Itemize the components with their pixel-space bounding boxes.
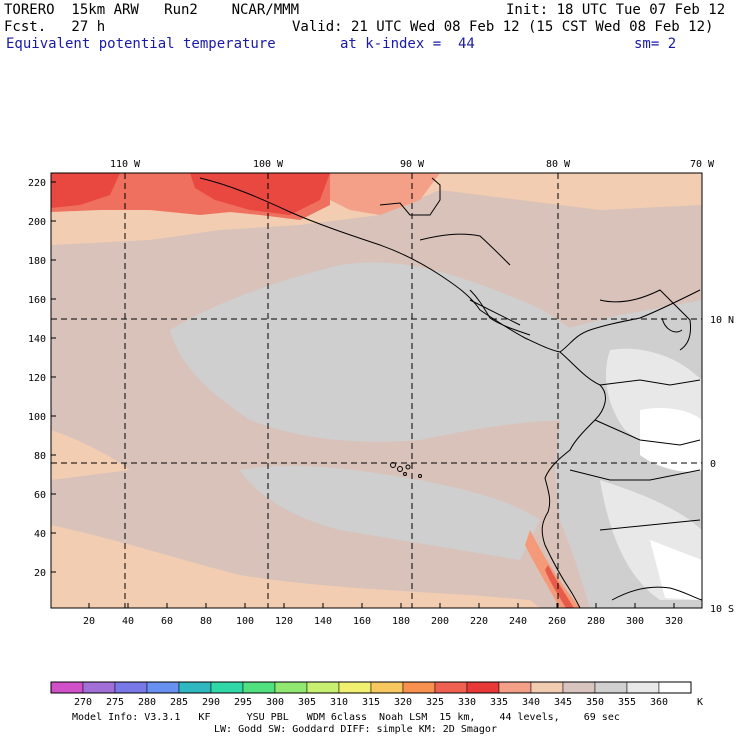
y-tick-label: 120 bbox=[28, 373, 46, 384]
colorbar-swatch bbox=[530, 681, 564, 694]
model-info: Model Info: V3.3.1 KF YSU PBL WDM 6class… bbox=[72, 712, 620, 723]
colorbar-swatch bbox=[146, 681, 180, 694]
map-frame bbox=[50, 172, 703, 609]
x-tick-label: 100 bbox=[236, 616, 254, 627]
colorbar-label: 355 bbox=[618, 697, 636, 708]
y-tick-label: 100 bbox=[28, 412, 46, 423]
colorbar-labels: 270 275 280 285 290 295 300 305 310 315 … bbox=[74, 697, 703, 708]
colorbar-swatch bbox=[306, 681, 340, 694]
init-time: Init: 18 UTC Tue 07 Feb 12 bbox=[506, 2, 726, 18]
lon-label-100w: 100 W bbox=[253, 159, 284, 170]
colorbar-label: 310 bbox=[330, 697, 348, 708]
colorbar-swatch bbox=[626, 681, 660, 694]
level-index: at k-index = 44 bbox=[340, 36, 475, 52]
lon-label-80w: 80 W bbox=[546, 159, 571, 170]
y-tick-label: 140 bbox=[28, 334, 46, 345]
x-tick-label: 140 bbox=[314, 616, 332, 627]
x-tick-label: 280 bbox=[587, 616, 605, 627]
colorbar-label: 285 bbox=[170, 697, 188, 708]
colorbar-label: 305 bbox=[298, 697, 316, 708]
latitude-labels: 10 N 0 10 S bbox=[710, 315, 734, 615]
colorbar-swatch bbox=[370, 681, 404, 694]
colorbar-label: 295 bbox=[234, 697, 252, 708]
y-tick-label: 220 bbox=[28, 178, 46, 189]
colorbar-label: 345 bbox=[554, 697, 572, 708]
y-tick-label: 20 bbox=[34, 568, 46, 579]
colorbar-label: 320 bbox=[394, 697, 412, 708]
colorbar-swatch bbox=[50, 681, 84, 694]
colorbar-label: 360 bbox=[650, 697, 668, 708]
x-axis-ticks bbox=[88, 603, 675, 608]
coastlines bbox=[199, 177, 702, 608]
x-tick-label: 180 bbox=[392, 616, 410, 627]
valid-time: Valid: 21 UTC Wed 08 Feb 12 (15 CST Wed … bbox=[292, 19, 714, 35]
colorbar bbox=[50, 681, 692, 694]
colorbar-swatch bbox=[658, 681, 692, 694]
y-tick-label: 180 bbox=[28, 256, 46, 267]
colorbar-label: 270 bbox=[74, 697, 92, 708]
x-tick-label: 60 bbox=[161, 616, 173, 627]
colorbar-swatch bbox=[114, 681, 148, 694]
colorbar-swatch bbox=[466, 681, 500, 694]
lat-lon-grid bbox=[51, 173, 702, 608]
lat-label-0: 0 bbox=[710, 459, 716, 470]
x-tick-label: 300 bbox=[626, 616, 644, 627]
colorbar-label: 280 bbox=[138, 697, 156, 708]
y-tick-label: 80 bbox=[34, 451, 46, 462]
colorbar-swatch bbox=[210, 681, 244, 694]
x-tick-label: 260 bbox=[548, 616, 566, 627]
y-axis-labels: 20 40 60 80 100 120 140 160 180 200 220 bbox=[28, 178, 46, 579]
x-tick-label: 200 bbox=[431, 616, 449, 627]
colorbar-frame bbox=[50, 681, 692, 694]
colorbar-unit: K bbox=[697, 697, 703, 708]
lon-label-90w: 90 W bbox=[400, 159, 425, 170]
colorbar-swatch bbox=[82, 681, 116, 694]
x-tick-label: 120 bbox=[275, 616, 293, 627]
y-tick-label: 40 bbox=[34, 529, 46, 540]
y-tick-label: 160 bbox=[28, 295, 46, 306]
colorbar-swatch bbox=[178, 681, 212, 694]
colorbar-label: 330 bbox=[458, 697, 476, 708]
x-tick-label: 240 bbox=[509, 616, 527, 627]
x-tick-label: 20 bbox=[83, 616, 95, 627]
y-axis-ticks bbox=[51, 181, 56, 573]
longitude-labels: 110 W 100 W 90 W 80 W 70 W bbox=[110, 159, 715, 170]
x-tick-label: 320 bbox=[665, 616, 683, 627]
colorbar-swatch bbox=[242, 681, 276, 694]
lon-label-110w: 110 W bbox=[110, 159, 141, 170]
colorbar-swatch bbox=[338, 681, 372, 694]
smoothing: sm= 2 bbox=[634, 36, 677, 52]
lat-label-10s: 10 S bbox=[710, 604, 734, 615]
colorbar-label: 340 bbox=[522, 697, 540, 708]
x-tick-label: 220 bbox=[470, 616, 488, 627]
colorbar-label: 300 bbox=[266, 697, 284, 708]
colorbar-swatch bbox=[402, 681, 436, 694]
colorbar-swatch bbox=[594, 681, 628, 694]
colorbar-swatch bbox=[498, 681, 532, 694]
lon-label-70w: 70 W bbox=[690, 159, 715, 170]
colorbar-label: 315 bbox=[362, 697, 380, 708]
colorbar-label: 290 bbox=[202, 697, 220, 708]
colorbar-label: 275 bbox=[106, 697, 124, 708]
model-title: TORERO 15km ARW Run2 NCAR/MMM bbox=[4, 2, 300, 18]
field-name: Equivalent potential temperature bbox=[6, 36, 276, 52]
physics-info: LW: Godd SW: Goddard DIFF: simple KM: 2D… bbox=[214, 724, 497, 735]
colorbar-swatch bbox=[434, 681, 468, 694]
colorbar-swatch bbox=[562, 681, 596, 694]
colorbar-swatch bbox=[274, 681, 308, 694]
y-tick-label: 60 bbox=[34, 490, 46, 501]
x-tick-label: 80 bbox=[200, 616, 212, 627]
forecast-hour: Fcst. 27 h bbox=[4, 19, 106, 35]
x-tick-label: 160 bbox=[353, 616, 371, 627]
x-tick-label: 40 bbox=[122, 616, 134, 627]
colorbar-label: 350 bbox=[586, 697, 604, 708]
lat-label-10n: 10 N bbox=[710, 315, 734, 326]
colorbar-label: 325 bbox=[426, 697, 444, 708]
x-axis-labels: 20 40 60 80 100 120 140 160 180 200 220 … bbox=[83, 616, 683, 627]
colorbar-label: 335 bbox=[490, 697, 508, 708]
y-tick-label: 200 bbox=[28, 217, 46, 228]
theta-e-field bbox=[51, 173, 702, 608]
